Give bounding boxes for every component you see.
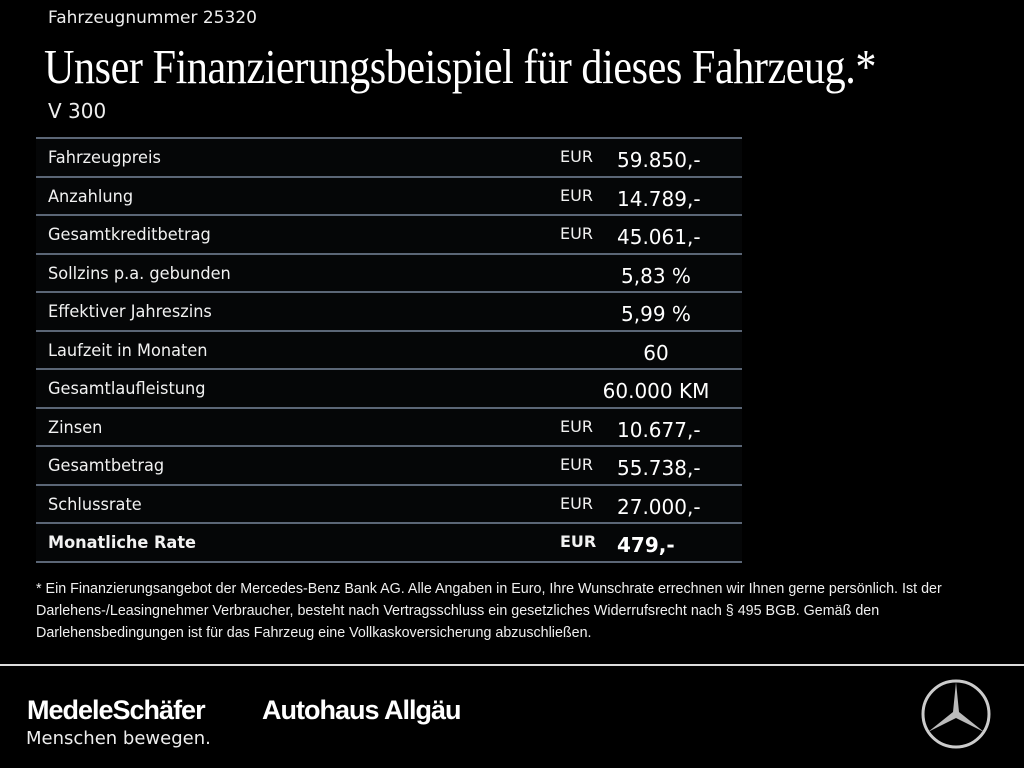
row-label: Laufzeit in Monaten [48,340,208,361]
row-label: Gesamtkreditbetrag [48,225,211,245]
row-currency: EUR [560,455,593,474]
row-label: Schlussrate [48,494,142,515]
row-value: 59.850,- [617,148,701,172]
table-row: Gesamtbetrag EUR 55.738,- [36,445,742,484]
row-currency: EUR [560,185,593,205]
table-row: Laufzeit in Monaten 60 [36,329,742,368]
row-currency: EUR [560,147,593,166]
table-row: Monatliche Rate EUR 479,- [36,522,742,563]
table-row: Sollzins p.a. gebunden 5,83 % [36,252,742,291]
row-value: 55.738,- [617,456,701,480]
row-label: Gesamtbetrag [48,456,165,476]
row-label: Gesamtlaufleistung [48,379,206,399]
row-value: 60.000 KM [602,379,710,403]
table-row: Anzahlung EUR 14.789,- [36,175,742,214]
row-label: Zinsen [48,417,103,438]
row-value: 479,- [617,533,675,557]
vehicle-number: Fahrzeugnummer 25320 [48,8,257,28]
table-row: Fahrzeugpreis EUR 59.850,- [36,137,742,176]
brand-autohaus-allgaeu: Autohaus Allgäu [262,695,461,725]
row-currency: EUR [560,532,597,551]
row-label: Effektiver Jahreszins [48,302,212,322]
row-label: Monatliche Rate [48,533,197,553]
row-currency: EUR [560,493,593,513]
brand-medeleschaefer: MedeleSchäfer [27,695,206,725]
row-currency: EUR [560,416,593,436]
divider [0,664,1024,666]
footnote: * Ein Finanzierungsangebot der Mercedes-… [36,581,942,641]
row-value: 5,99 % [621,302,691,326]
row-label: Fahrzeugpreis [48,148,161,168]
model-name: V 300 [48,99,107,123]
table-row: Zinsen EUR 10.677,- [36,406,742,445]
row-value: 10.677,- [617,417,701,442]
page-title: Unser Finanzierungsbeispiel für dieses F… [44,39,877,94]
row-value: 27.000,- [617,494,701,519]
row-value: 60 [643,340,669,365]
table-row: Gesamtlaufleistung 60.000 KM [36,368,742,407]
table-row: Gesamtkreditbetrag EUR 45.061,- [36,214,742,253]
row-value: 14.789,- [617,186,701,211]
table-row: Effektiver Jahreszins 5,99 % [36,291,742,330]
slogan: Menschen bewegen. [26,728,211,749]
mercedes-star-icon [921,679,991,749]
row-value: 45.061,- [617,225,701,249]
financing-table: Fahrzeugpreis EUR 59.850,- Anzahlung EUR 14.7… [36,137,742,563]
table-row: Schlussrate EUR 27.000,- [36,483,742,522]
row-value: 5,83 % [621,263,691,288]
row-label: Anzahlung [48,186,134,207]
row-currency: EUR [560,224,593,243]
row-label: Sollzins p.a. gebunden [48,263,231,284]
